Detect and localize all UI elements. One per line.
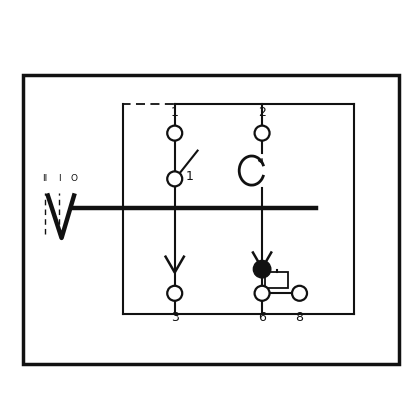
Circle shape xyxy=(292,286,307,301)
Circle shape xyxy=(167,286,182,301)
Circle shape xyxy=(167,126,182,141)
Bar xyxy=(23,75,399,364)
Circle shape xyxy=(255,286,270,301)
Text: 1: 1 xyxy=(171,106,178,119)
Text: 6: 6 xyxy=(258,311,266,324)
Circle shape xyxy=(167,171,182,186)
Text: 2: 2 xyxy=(258,106,266,119)
Text: 1: 1 xyxy=(186,170,194,183)
Bar xyxy=(123,104,354,314)
Text: O: O xyxy=(71,174,77,183)
Circle shape xyxy=(255,126,270,141)
Bar xyxy=(265,272,288,288)
Text: II: II xyxy=(42,174,47,183)
Circle shape xyxy=(253,260,271,278)
Text: 8: 8 xyxy=(295,311,304,324)
Text: I: I xyxy=(58,174,61,183)
Text: 3: 3 xyxy=(171,311,178,324)
